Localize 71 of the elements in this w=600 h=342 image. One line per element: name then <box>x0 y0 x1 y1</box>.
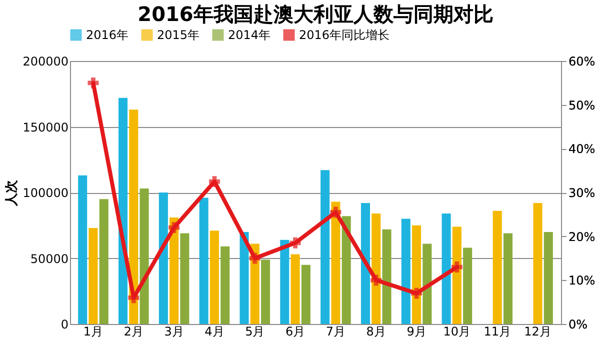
bar <box>158 192 168 324</box>
bar <box>342 216 351 324</box>
y2-tick-label: 50% <box>568 98 596 112</box>
bar <box>240 232 249 324</box>
x-tick-label: 8月 <box>366 324 386 338</box>
bar <box>118 98 128 324</box>
bar <box>78 175 88 324</box>
legend-label: 2014年 <box>228 28 271 42</box>
bar <box>88 228 98 324</box>
y-axis-title: 人次 <box>4 179 20 207</box>
y2-tick-label: 10% <box>568 274 596 288</box>
bar <box>320 170 330 324</box>
bar <box>261 260 270 324</box>
x-tick-label: 5月 <box>245 324 265 338</box>
bar <box>99 199 108 324</box>
y2-tick-label: 0% <box>568 318 588 332</box>
bar <box>360 203 370 324</box>
y-tick-label: 200000 <box>22 54 68 68</box>
bar <box>199 198 208 324</box>
x-tick-label: 3月 <box>164 324 184 338</box>
bar <box>220 246 230 324</box>
point <box>290 237 301 248</box>
y-tick-label: 50000 <box>30 252 68 266</box>
chart-title: 2016年我国赴澳大利亚人数与同期对比 <box>138 2 494 26</box>
point <box>88 77 99 88</box>
bar <box>372 214 381 324</box>
legend-label: 2016年 <box>86 28 129 42</box>
bar <box>492 210 502 324</box>
bar <box>401 218 410 324</box>
x-tick-label: 12月 <box>524 324 552 338</box>
bar <box>463 248 472 324</box>
x-tick-label: 11月 <box>484 324 511 338</box>
bar <box>331 202 340 324</box>
bar <box>301 264 310 324</box>
bar <box>210 230 219 324</box>
bar <box>412 225 422 324</box>
point <box>249 252 260 264</box>
bar <box>503 233 513 324</box>
point <box>168 222 180 234</box>
point <box>208 176 220 188</box>
x-tick-label: 4月 <box>204 324 224 338</box>
bar <box>129 110 138 324</box>
y2-tick-label: 60% <box>568 54 596 68</box>
point <box>330 206 342 218</box>
y-tick-label: 0 <box>60 318 68 332</box>
bar <box>180 233 190 324</box>
point <box>451 262 462 272</box>
point <box>411 288 422 299</box>
bar <box>452 226 462 324</box>
legend-label: 2015年 <box>157 28 200 42</box>
x-tick-label: 7月 <box>326 324 346 338</box>
bar <box>442 214 451 324</box>
bar <box>290 254 300 324</box>
x-tick-label: 1月 <box>83 324 104 338</box>
legend-label: 2016年同比增长 <box>299 28 390 42</box>
bar <box>280 240 290 324</box>
bar <box>544 232 553 324</box>
y-tick-label: 100000 <box>22 186 68 200</box>
x-tick-label: 10月 <box>443 324 471 338</box>
x-tick-label: 6月 <box>285 324 306 338</box>
x-tick-label: 9月 <box>406 324 426 338</box>
bar <box>140 188 149 324</box>
point <box>370 274 382 286</box>
bar <box>422 244 432 324</box>
x-tick-label: 2月 <box>124 324 144 338</box>
bar <box>533 203 542 324</box>
y2-tick-label: 20% <box>568 230 596 244</box>
y2-tick-label: 40% <box>568 142 596 156</box>
y2-tick-label: 30% <box>568 186 596 200</box>
bar <box>382 229 392 324</box>
y-tick-label: 150000 <box>22 120 68 134</box>
